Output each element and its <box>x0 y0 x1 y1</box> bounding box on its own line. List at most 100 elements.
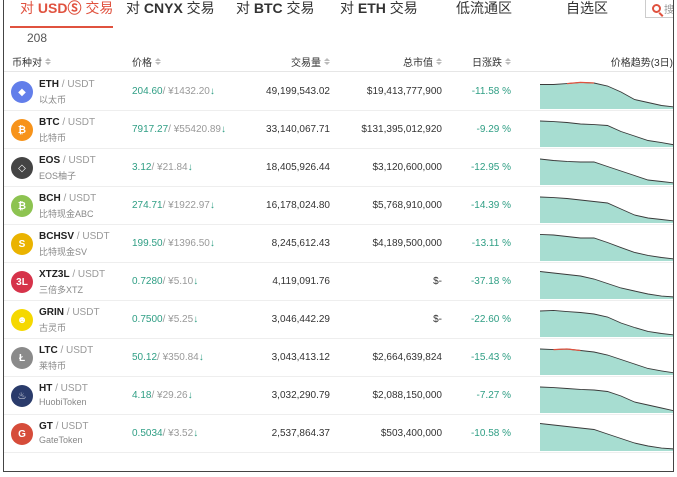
price-trend-sparkline <box>540 81 673 109</box>
down-arrow-icon: ↓ <box>198 352 204 363</box>
coin-cn-name: 莱特币 <box>39 361 67 371</box>
table-row[interactable]: ₿ BCH / USDT 比特现金ABC 274.71/ ¥1922.97↓ 16,17… <box>4 187 673 225</box>
tab-2[interactable]: 对 BTC 交易 <box>236 0 315 28</box>
pair-name[interactable]: GT / USDT <box>39 421 88 432</box>
header-volume[interactable]: 交易量 <box>291 54 330 69</box>
pair-name[interactable]: EOS / USDT <box>39 155 96 166</box>
pair-name[interactable]: HT / USDT <box>39 383 88 394</box>
price-trend-sparkline <box>540 233 673 261</box>
sparkline-area <box>540 310 673 337</box>
table-row[interactable]: 3L XTZ3L / USDT 三倍多XTZ 0.7280/ ¥5.10↓ 4,119,… <box>4 263 673 301</box>
sparkline-line <box>540 309 673 336</box>
table-row[interactable]: ◆ ETH / USDT 以太币 204.60/ ¥1432.20↓ 49,199,54… <box>4 73 673 111</box>
table-row[interactable]: S BCHSV / USDT 比特现金SV 199.50/ ¥1396.50↓ 8,24… <box>4 225 673 263</box>
price-cell: 274.71/ ¥1922.97↓ <box>132 200 215 211</box>
table-row[interactable]: ♨ HT / USDT HuobiToken 4.18/ ¥29.26↓ 3,032,2… <box>4 377 673 415</box>
price-usd: 4.18 <box>132 390 152 401</box>
sparkline-area <box>540 423 673 451</box>
price-usd: 0.7500 <box>132 314 163 325</box>
price-cell: 0.7500/ ¥5.25↓ <box>132 314 198 325</box>
table-row[interactable]: G GT / USDT GateToken 0.5034/ ¥3.52↓ 2,537,8… <box>4 415 673 453</box>
header-trend-label: 价格趋势(3日) <box>610 58 673 69</box>
tab-suffix: 自选区 <box>566 0 608 16</box>
price-trend-sparkline <box>540 120 673 147</box>
tab-5[interactable]: 自选区 <box>566 0 608 28</box>
tab-currency: ETH <box>357 0 386 16</box>
volume-cell: 3,043,413.12 <box>271 352 330 363</box>
price-cell: 3.12/ ¥21.84↓ <box>132 162 193 173</box>
huobi-token-icon: ♨ <box>11 385 33 407</box>
pair-name[interactable]: BTC / USDT <box>39 117 95 128</box>
sparkline-line <box>540 423 673 450</box>
down-arrow-icon: ↓ <box>187 162 193 173</box>
price-usd: 7917.27 <box>132 124 169 135</box>
pair-name[interactable]: GRIN / USDT <box>39 307 100 318</box>
pair-name[interactable]: ETH / USDT <box>39 79 95 90</box>
table-row[interactable]: Ł LTC / USDT 莱特币 50.12/ ¥350.84↓ 3,043,413.1… <box>4 339 673 377</box>
coin-cn-name: GateToken <box>39 435 83 445</box>
header-change[interactable]: 日涨跌 <box>472 54 511 69</box>
pair-base: GT <box>39 421 53 432</box>
pair-name[interactable]: BCH / USDT <box>39 193 96 204</box>
market-cap-cell: $4,189,500,000 <box>372 238 442 249</box>
sparkline-line <box>540 196 673 222</box>
pair-name[interactable]: XTZ3L / USDT <box>39 269 105 280</box>
tab-0[interactable]: 对 USDⓈ 交易 <box>20 0 113 28</box>
market-cap-cell: $131,395,012,920 <box>361 124 442 135</box>
search-button[interactable]: 搜 <box>645 0 673 18</box>
price-trend-sparkline <box>540 158 673 185</box>
price-cny: / ¥21.84 <box>151 162 188 173</box>
tab-4[interactable]: 低流通区 <box>456 0 512 28</box>
pair-base: EOS <box>39 155 61 166</box>
sparkline-area <box>540 271 673 299</box>
sparkline-area <box>540 82 673 109</box>
pair-quote: / USDT <box>64 307 100 318</box>
sparkline-up-segment <box>553 348 581 352</box>
pair-name[interactable]: LTC / USDT <box>39 345 93 356</box>
market-table-frame: 对 USDⓈ 交易对 CNYX 交易对 BTC 交易对 ETH 交易 低流通区 自选… <box>3 0 674 472</box>
pair-quote: / USDT <box>59 79 95 90</box>
price-usd: 204.60 <box>132 86 163 97</box>
pair-base: XTZ3L <box>39 269 70 280</box>
sparkline-line <box>540 386 673 412</box>
sparkline-area <box>540 234 673 261</box>
change-cell: -22.60 % <box>470 314 511 325</box>
tab-3[interactable]: 对 ETH 交易 <box>340 0 418 28</box>
header-pair[interactable]: 币种对 <box>12 54 51 69</box>
tab-suffix: 交易 <box>81 0 114 16</box>
table-row[interactable]: ☻ GRIN / USDT 古灵币 0.7500/ ¥5.25↓ 3,046,442.2… <box>4 301 673 339</box>
sparkline-line <box>540 120 673 146</box>
sort-icon <box>324 58 330 65</box>
header-market-cap[interactable]: 总市值 <box>403 54 442 69</box>
tab-prefix: 对 <box>126 0 144 16</box>
table-row[interactable]: ◇ EOS / USDT EOS柚子 3.12/ ¥21.84↓ 18,405,926.… <box>4 149 673 187</box>
volume-cell: 3,032,290.79 <box>271 390 330 401</box>
header-pair-label: 币种对 <box>12 58 42 69</box>
coin-cn-name: HuobiToken <box>39 397 87 407</box>
change-cell: -15.43 % <box>470 352 511 363</box>
change-cell: -10.58 % <box>470 428 511 439</box>
sort-icon <box>45 58 51 65</box>
table-row[interactable]: ₿ BTC / USDT 比特币 7917.27/ ¥55420.89↓ 33,140,… <box>4 111 673 149</box>
price-trend-sparkline <box>540 309 673 337</box>
volume-cell: 33,140,067.71 <box>266 124 330 135</box>
sparkline-area <box>540 159 673 185</box>
pair-base: ETH <box>39 79 59 90</box>
active-tab-count: 208 <box>27 31 48 45</box>
pair-name[interactable]: BCHSV / USDT <box>39 231 110 242</box>
price-trend-sparkline <box>540 196 673 223</box>
market-cap-cell: $- <box>433 314 442 325</box>
tab-suffix: 交易 <box>385 0 418 16</box>
pair-quote: / USDT <box>57 345 94 356</box>
market-cap-cell: $2,088,150,000 <box>372 390 442 401</box>
sparkline-line <box>540 271 673 298</box>
coin-cn-name: 比特现金SV <box>39 247 88 257</box>
volume-cell: 4,119,091.76 <box>272 276 330 287</box>
tab-1[interactable]: 对 CNYX 交易 <box>126 0 215 28</box>
bitcoin-cash-icon: ₿ <box>11 195 33 217</box>
coin-cn-name: EOS柚子 <box>39 171 77 181</box>
header-price[interactable]: 价格 <box>132 54 161 69</box>
coin-cn-name: 比特现金ABC <box>39 209 94 219</box>
ethereum-icon: ◆ <box>11 81 33 103</box>
pair-quote: / USDT <box>52 421 89 432</box>
